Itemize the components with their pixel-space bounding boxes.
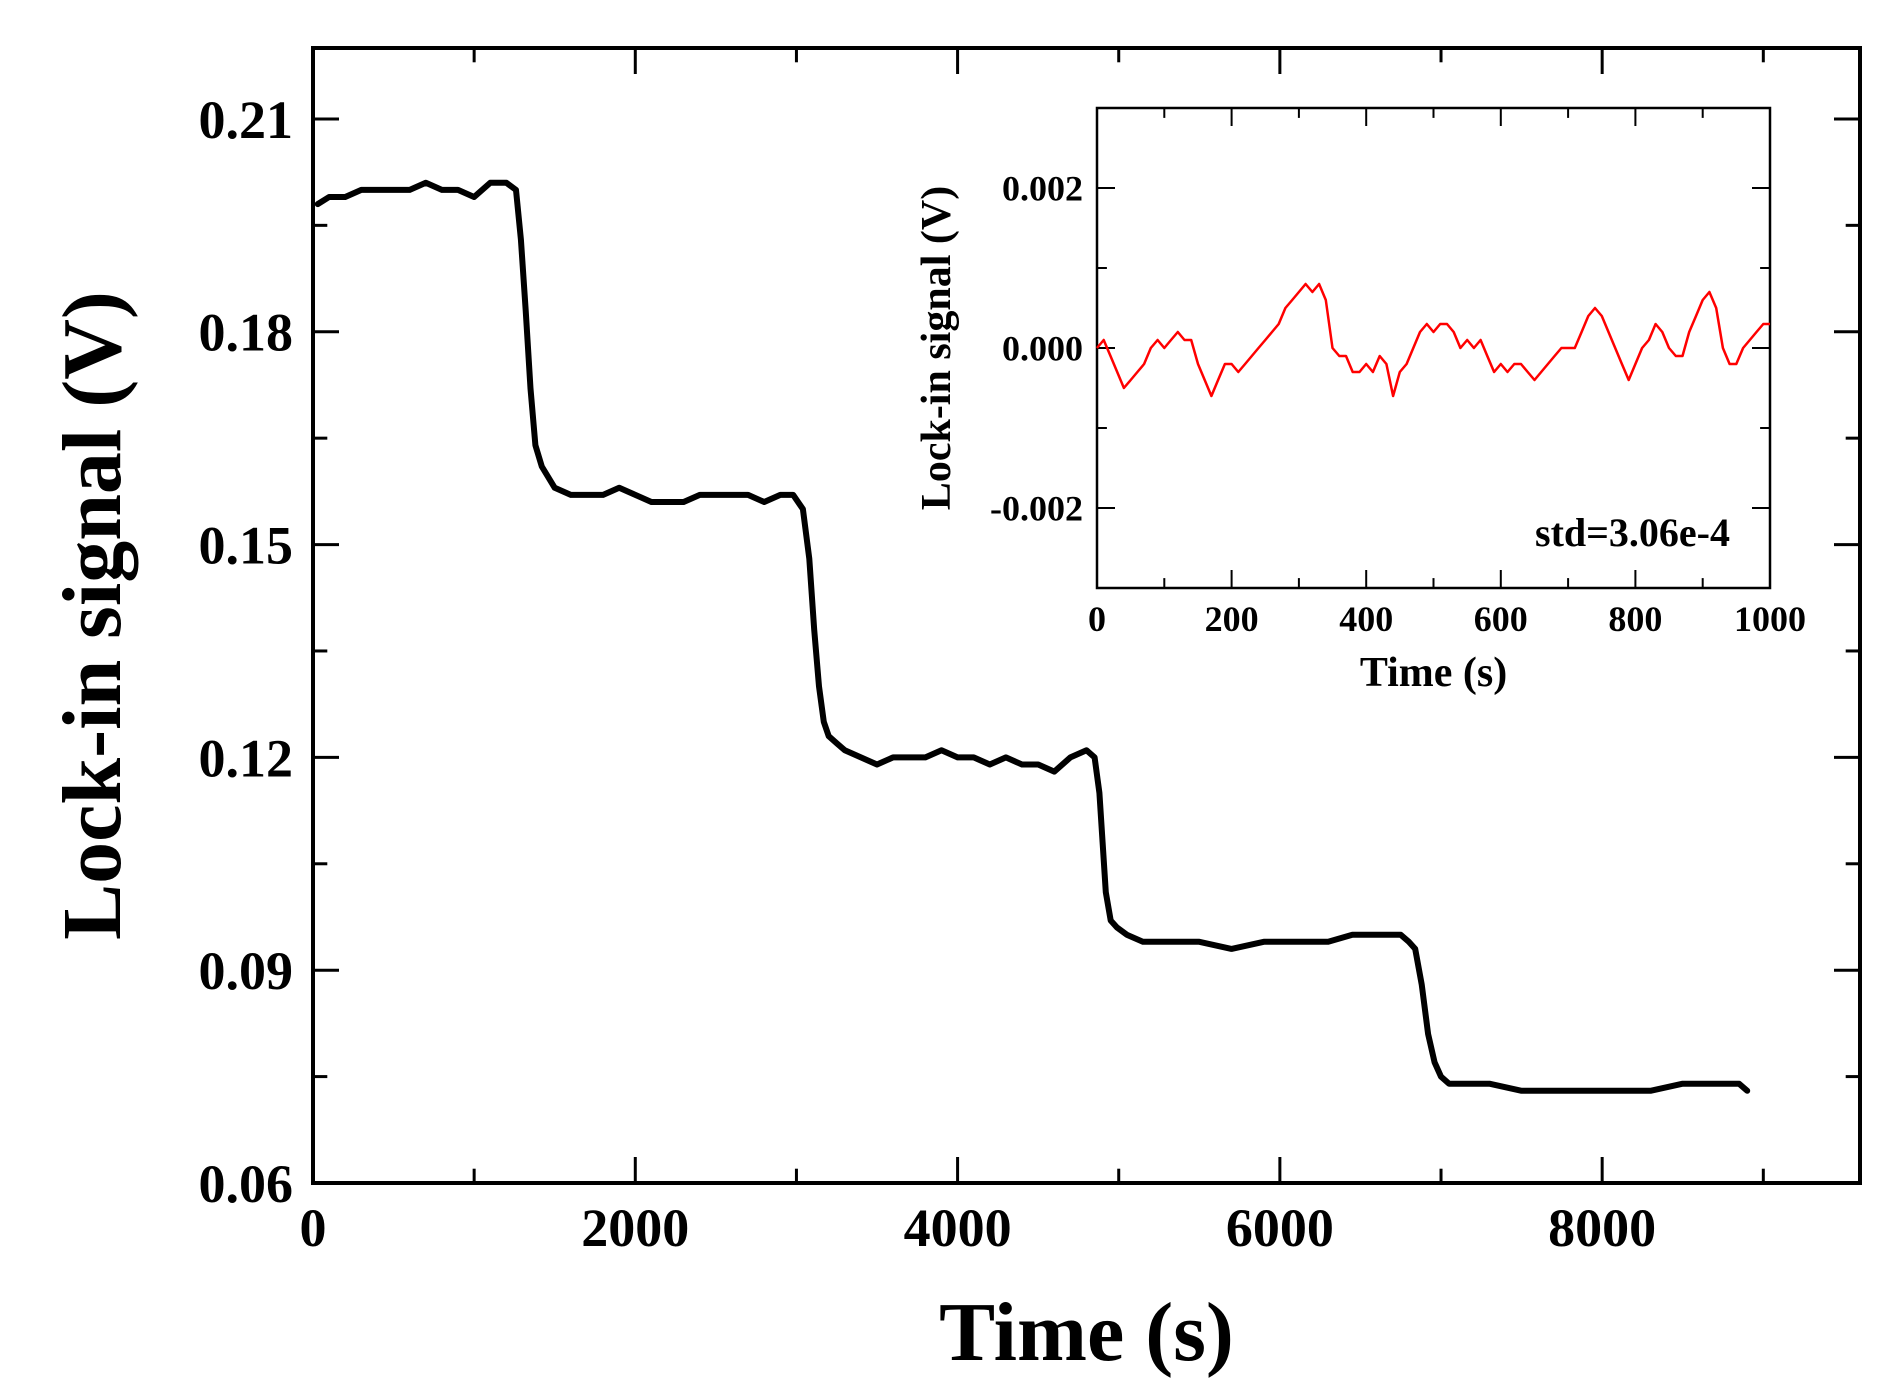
- main-x-tick-label: 0: [300, 1198, 327, 1258]
- main-x-ticks: 0 2000 4000 6000 8000: [300, 48, 1765, 1258]
- inset-y-tick-label: 0.000: [1002, 329, 1083, 369]
- inset-series-line: [1096, 282, 1770, 398]
- main-x-tick-label: 6000: [1226, 1198, 1334, 1258]
- main-plot: 0.060.090.120.150.180.21 0 2000 4000 6000 80…: [46, 46, 1862, 1379]
- main-y-tick-label: 0.21: [199, 90, 294, 150]
- main-y-ticks: 0.06 0.09 0.12 0.15 0.18 0.21: [199, 90, 1860, 1214]
- main-y-axis-label: Lock-in signal (V): [46, 291, 139, 940]
- main-x-axis-label: Time (s): [939, 1286, 1234, 1379]
- inset-x-tick-label: 200: [1205, 599, 1259, 639]
- main-x-tick-label: 8000: [1548, 1198, 1656, 1258]
- inset-x-ticks: 0 200 400 600 800 1000: [1088, 108, 1806, 639]
- inset-x-tick-label: 800: [1608, 599, 1662, 639]
- main-y-tick-label: 0.09: [199, 941, 294, 1001]
- inset-x-tick-label: 400: [1339, 599, 1393, 639]
- inset-background: [1097, 108, 1770, 588]
- main-plot-frame: [311, 46, 1862, 1185]
- main-y-tick-label: 0.06: [199, 1154, 294, 1214]
- inset-y-ticks: -0.002 0.000 0.002: [990, 169, 1770, 529]
- main-y-tick-label: 0.12: [199, 728, 294, 788]
- inset-x-tick-label: 0: [1088, 599, 1106, 639]
- inset-x-tick-label: 1000: [1734, 599, 1806, 639]
- main-series-line: [314, 179, 1751, 1094]
- main-y-tick-label: 0.15: [199, 515, 294, 575]
- main-y-tick-label: 0.18: [199, 303, 294, 363]
- main-x-tick-label: 2000: [581, 1198, 689, 1258]
- inset-y-tick-label: -0.002: [990, 489, 1083, 529]
- inset-std-annotation: std=3.06e-4: [1535, 510, 1730, 555]
- main-x-tick-label: 4000: [904, 1198, 1012, 1258]
- inset-y-tick-label: 0.002: [1002, 169, 1083, 209]
- inset-x-tick-label: 600: [1474, 599, 1528, 639]
- inset-x-axis-label: Time (s): [1360, 650, 1507, 696]
- inset-y-axis-label: Lock-in signal (V): [914, 186, 960, 510]
- inset-plot: -0.002 0.000 0.002 0 200 400 600 800 1000 std=3…: [914, 106, 1806, 696]
